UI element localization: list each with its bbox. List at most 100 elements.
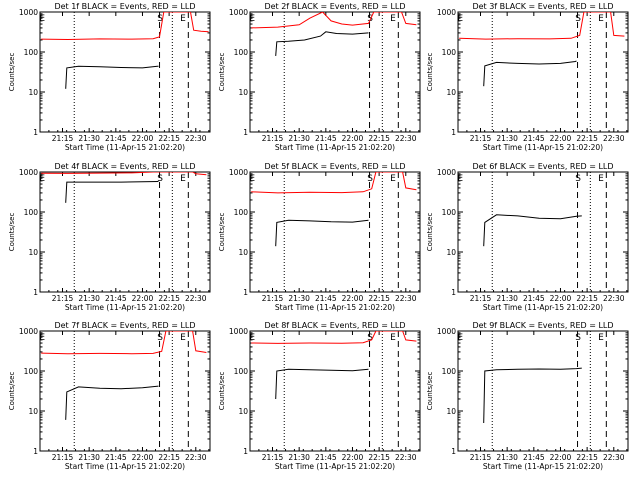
x-tick-label: 21:45 xyxy=(523,134,545,143)
x-tick-label: 21:30 xyxy=(496,453,518,462)
x-tick-label: 21:45 xyxy=(315,134,337,143)
marker-label: E xyxy=(39,14,45,24)
panel-4: Det 4f BLACK = Events, RED = LLD 1 10 100 10… xyxy=(8,162,211,312)
x-tick-label: 22:00 xyxy=(132,134,154,143)
marker-label: S xyxy=(367,174,373,184)
y-tick-label: 10 xyxy=(238,248,248,257)
x-tick-label: 21:45 xyxy=(315,453,337,462)
lld-series-line xyxy=(41,12,209,41)
y-tick-label: 1000 xyxy=(19,168,38,177)
y-tick-label: 1 xyxy=(33,128,38,137)
marker-label: E xyxy=(390,174,396,184)
marker-label: E xyxy=(180,174,186,184)
x-tick-label: 22:30 xyxy=(185,134,207,143)
panel-title: Det 1f BLACK = Events, RED = LLD xyxy=(54,2,195,11)
marker-label: E xyxy=(457,14,463,24)
y-axis-label: Counts/sec xyxy=(8,53,16,92)
marker-label: E xyxy=(249,14,255,24)
x-tick-label: 22:00 xyxy=(342,134,364,143)
x-tick-label: 21:30 xyxy=(496,294,518,303)
lld-series-line xyxy=(251,172,417,194)
y-tick-label: 100 xyxy=(234,48,249,57)
x-tick-label: 22:30 xyxy=(395,294,417,303)
y-tick-label: 100 xyxy=(24,208,39,217)
panel-title: Det 6f BLACK = Events, RED = LLD xyxy=(472,162,613,171)
x-tick-label: 22:15 xyxy=(576,453,598,462)
marker-label: S xyxy=(575,14,581,24)
x-axis-label: Start Time (11-Apr-15 21:02:20) xyxy=(275,462,395,471)
plot-frame xyxy=(249,11,421,133)
x-tick-label: 21:15 xyxy=(52,134,74,143)
y-tick-label: 1000 xyxy=(19,8,38,17)
panel-7: Det 7f BLACK = Events, RED = LLD 1 10 100 10… xyxy=(8,321,211,471)
marker-label: E xyxy=(39,333,45,343)
x-axis-label: Start Time (11-Apr-15 21:02:20) xyxy=(483,143,603,152)
marker-label: S xyxy=(157,14,163,24)
y-axis-label: Counts/sec xyxy=(218,372,226,411)
y-tick-label: 1 xyxy=(451,447,456,456)
plot-frame xyxy=(457,11,629,133)
x-tick-label: 22:00 xyxy=(550,134,572,143)
panel-9: Det 9f BLACK = Events, RED = LLD 1 10 100 10… xyxy=(426,321,629,471)
panel-title: Det 4f BLACK = Events, RED = LLD xyxy=(54,162,195,171)
y-tick-label: 1 xyxy=(243,128,248,137)
x-tick-label: 21:30 xyxy=(78,453,100,462)
y-tick-label: 100 xyxy=(24,367,39,376)
marker-label: E xyxy=(249,333,255,343)
marker-label: E xyxy=(390,333,396,343)
x-tick-label: 22:00 xyxy=(342,294,364,303)
panel-title: Det 3f BLACK = Events, RED = LLD xyxy=(472,2,613,11)
x-tick-label: 22:30 xyxy=(185,453,207,462)
y-tick-label: 100 xyxy=(24,48,39,57)
x-tick-label: 21:30 xyxy=(496,134,518,143)
panel-5: Det 5f BLACK = Events, RED = LLD 1 10 100 10… xyxy=(218,162,421,312)
marker-label: E xyxy=(39,174,45,184)
y-tick-label: 10 xyxy=(28,407,38,416)
x-tick-label: 21:45 xyxy=(315,294,337,303)
marker-label: E xyxy=(598,174,604,184)
x-tick-label: 21:45 xyxy=(523,294,545,303)
x-tick-label: 22:30 xyxy=(395,134,417,143)
x-tick-label: 22:00 xyxy=(550,294,572,303)
plot-frame xyxy=(457,171,629,293)
marker-label: S xyxy=(157,333,163,343)
y-tick-label: 1 xyxy=(33,288,38,297)
y-tick-label: 1000 xyxy=(19,327,38,336)
panel-title: Det 8f BLACK = Events, RED = LLD xyxy=(264,321,405,330)
y-tick-label: 100 xyxy=(442,48,457,57)
plot-frame xyxy=(249,330,421,452)
x-tick-label: 22:00 xyxy=(550,453,572,462)
y-axis-label: Counts/sec xyxy=(426,53,434,92)
marker-label: E xyxy=(390,14,396,24)
y-tick-label: 1000 xyxy=(437,168,456,177)
marker-label: E xyxy=(598,14,604,24)
panel-1: Det 1f BLACK = Events, RED = LLD 1 10 100 10… xyxy=(8,2,211,152)
y-tick-label: 100 xyxy=(234,208,249,217)
y-axis-label: Counts/sec xyxy=(8,213,16,252)
lld-series-line xyxy=(251,331,417,344)
marker-label: S xyxy=(575,333,581,343)
y-tick-label: 1000 xyxy=(437,8,456,17)
plot-frame xyxy=(249,171,421,293)
x-axis-label: Start Time (11-Apr-15 21:02:20) xyxy=(483,462,603,471)
events-series-line xyxy=(483,367,582,424)
x-tick-label: 21:45 xyxy=(523,453,545,462)
marker-label: S xyxy=(575,174,581,184)
x-axis-label: Start Time (11-Apr-15 21:02:20) xyxy=(483,303,603,312)
x-tick-label: 21:30 xyxy=(288,134,310,143)
y-tick-label: 1000 xyxy=(437,327,456,336)
events-series-line xyxy=(483,60,577,87)
x-tick-label: 21:15 xyxy=(262,294,284,303)
x-tick-label: 21:30 xyxy=(78,294,100,303)
x-tick-label: 22:15 xyxy=(158,453,180,462)
marker-label: E xyxy=(249,174,255,184)
marker-label: E xyxy=(180,333,186,343)
panel-8: Det 8f BLACK = Events, RED = LLD 1 10 100 10… xyxy=(218,321,421,471)
y-tick-label: 1 xyxy=(451,128,456,137)
marker-label: E xyxy=(598,333,604,343)
plot-frame xyxy=(39,171,211,293)
x-axis-label: Start Time (11-Apr-15 21:02:20) xyxy=(275,143,395,152)
x-tick-label: 21:30 xyxy=(288,294,310,303)
y-tick-label: 100 xyxy=(442,208,457,217)
y-tick-label: 1000 xyxy=(229,168,248,177)
